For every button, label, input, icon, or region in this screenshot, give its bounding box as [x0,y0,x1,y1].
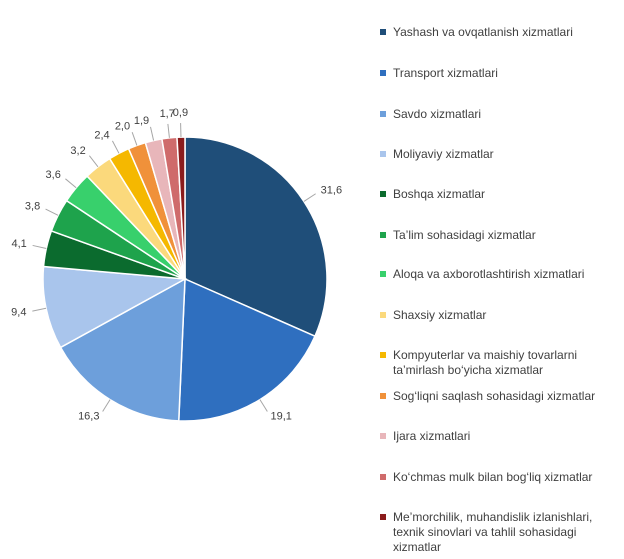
legend-swatch [380,433,386,439]
legend-label: Aloqa va axborotlashtirish xizmatlari [393,267,585,281]
leader-line [111,140,120,154]
data-label: 2,0 [115,120,130,132]
legend-item: Transport xizmatlari [380,66,615,81]
legend-swatch [380,352,386,358]
data-label: 31,6 [321,184,342,196]
legend-swatch [380,151,386,157]
legend-label: Shaxsiy xizmatlar [393,308,487,322]
legend-item: Ko‘chmas mulk bilan bog‘liq xizmatlar [380,470,615,485]
pie-slice [184,136,328,338]
leader-line [303,193,316,202]
legend-label: Moliyaviy xizmatlar [393,147,494,161]
legend-item: Me’morchilik, muhandislik izlanishlari, … [380,510,615,555]
leader-line [150,126,155,141]
legend-label: Me’morchilik, muhandislik izlanishlari, … [393,510,593,554]
legend-swatch [380,474,386,480]
legend-label: Ta’lim sohasidagi xizmatlar [393,228,536,242]
legend-swatch [380,70,386,76]
legend-label: Sog‘liqni saqlash sohasidagi xizmatlar [393,389,596,403]
legend-swatch [380,111,386,117]
legend-swatch [380,271,386,277]
data-label: 9,4 [11,306,26,318]
leader-line [102,399,111,412]
legend-label: Ko‘chmas mulk bilan bog‘liq xizmatlar [393,470,593,484]
data-label: 0,9 [173,107,188,119]
leader-line [32,307,47,312]
legend-label: Kompyuterlar va maishiy tovarlarni ta’mi… [393,348,578,377]
data-label: 19,1 [271,410,292,422]
legend-item: Ta’lim sohasidagi xizmatlar [380,228,615,243]
legend-label: Ijara xizmatlari [393,429,471,443]
legend-swatch [380,514,386,520]
data-label: 1,9 [134,115,149,127]
pie-slice [42,265,188,349]
legend-swatch [380,232,386,238]
legend-item: Moliyaviy xizmatlar [380,147,615,162]
legend-item: Yashash va ovqatlanish xizmatlari [380,25,615,40]
legend-swatch [380,312,386,318]
legend-item: Shaxsiy xizmatlar [380,308,615,323]
leader-line [32,244,47,249]
leader-line [45,208,59,216]
legend-label: Savdo xizmatlari [393,107,482,121]
leader-line [65,178,77,189]
legend-label: Boshqa xizmatlar [393,187,486,201]
legend-swatch [380,191,386,197]
leader-line [131,132,138,146]
data-label: 3,2 [70,145,85,157]
pie-slice [59,277,186,422]
legend-item: Sog‘liqni saqlash sohasidagi xizmatlar [380,389,615,404]
legend-item: Kompyuterlar va maishiy tovarlarni ta’mi… [380,348,615,378]
data-label: 3,6 [46,169,61,181]
legend-item: Savdo xizmatlari [380,107,615,122]
leader-line [259,399,268,412]
legend-label: Yashash va ovqatlanish xizmatlari [393,25,573,39]
data-label: 16,3 [78,410,99,422]
legend-label: Transport xizmatlari [393,66,498,80]
legend-swatch [380,393,386,399]
leader-line [167,123,170,138]
data-label: 1,7 [160,108,175,120]
legend-item: Aloqa va axborotlashtirish xizmatlari [380,267,615,282]
legend-swatch [380,29,386,35]
legend-item: Ijara xizmatlari [380,429,615,444]
leader-line [88,155,99,168]
data-label: 3,8 [25,200,40,212]
data-label: 4,1 [11,238,26,250]
legend-item: Boshqa xizmatlar [380,187,615,202]
data-label: 2,4 [94,129,109,141]
